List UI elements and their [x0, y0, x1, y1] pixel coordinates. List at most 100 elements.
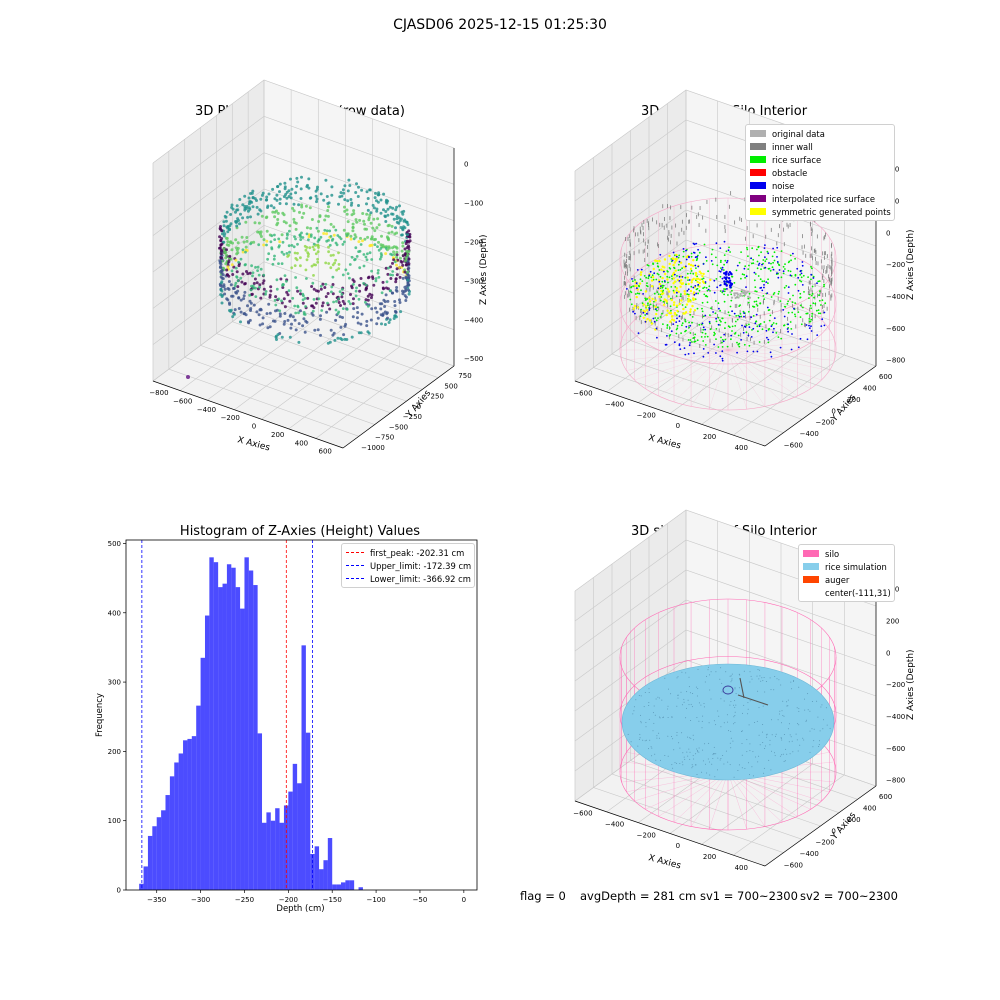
rice-simulation-point	[790, 681, 792, 683]
noise-point	[787, 292, 790, 294]
rice-surface-point	[748, 323, 750, 326]
raw-point	[267, 302, 271, 306]
p1-grid-z	[152, 115, 455, 200]
y-tick-label: 0	[831, 407, 835, 415]
raw-point	[278, 240, 282, 244]
rice-surface-point	[657, 273, 660, 276]
noise-point	[635, 282, 638, 285]
z-tick-label: −100	[464, 200, 483, 208]
rice-surface-point	[686, 272, 689, 275]
rice-surface-point	[708, 322, 711, 325]
rice-surface-point	[679, 268, 682, 271]
noise-point	[678, 344, 681, 347]
noise-point	[763, 247, 766, 250]
rice-simulation-point	[793, 680, 795, 682]
rice-surface-point	[817, 280, 820, 283]
rice-surface-point	[794, 315, 797, 318]
raw-point	[348, 184, 352, 187]
x-tick-label: −400	[197, 406, 216, 414]
raw-point	[276, 218, 280, 221]
legend-swatch	[803, 563, 819, 570]
noise-point	[657, 287, 660, 290]
noise-point	[653, 320, 656, 323]
raw-point	[285, 196, 289, 200]
noise-point	[787, 323, 789, 326]
legend-entry: first_peak: -202.31 cm	[346, 546, 470, 559]
symmetric-point	[693, 309, 697, 312]
rice-simulation-point	[708, 722, 710, 724]
noise-point	[678, 343, 681, 345]
noise-point	[787, 286, 790, 288]
raw-point	[362, 282, 365, 285]
raw-point	[378, 302, 382, 306]
noise-point	[712, 311, 714, 313]
noise-point	[707, 288, 710, 291]
raw-point	[234, 238, 238, 242]
raw-point	[369, 221, 373, 225]
noise-point	[823, 324, 826, 327]
histogram-bar	[279, 822, 284, 890]
raw-point	[291, 296, 295, 300]
legend-label: center(-111,31)	[825, 587, 891, 598]
raw-point	[289, 177, 292, 181]
symmetric-point	[676, 278, 679, 282]
raw-point	[347, 300, 351, 303]
rice-surface-point	[802, 274, 805, 277]
histogram-bar	[349, 880, 355, 890]
legend-label: original data	[772, 128, 825, 139]
raw-point	[218, 259, 222, 263]
raw-point	[399, 310, 403, 314]
rice-surface-point	[753, 300, 756, 303]
raw-point	[294, 328, 298, 332]
rice-surface-point	[720, 336, 722, 339]
rice-simulation-point	[697, 668, 699, 670]
symmetric-point	[689, 267, 693, 271]
noise-point	[687, 353, 690, 355]
original-point	[741, 291, 744, 294]
legend-label: symmetric generated points	[772, 206, 891, 217]
rice-simulation-point	[819, 740, 820, 742]
raw-point	[327, 250, 330, 254]
raw-point	[331, 283, 335, 286]
raw-point	[275, 209, 278, 213]
raw-point	[262, 273, 266, 277]
raw-point	[246, 215, 250, 219]
raw-point	[300, 175, 303, 179]
raw-point	[264, 292, 267, 296]
raw-point	[362, 253, 366, 256]
raw-point	[379, 211, 383, 215]
raw-point	[386, 199, 390, 203]
raw-point	[278, 202, 282, 205]
raw-point	[310, 304, 314, 308]
rice-surface-point	[682, 255, 685, 258]
p2-x-axis-line	[574, 380, 766, 447]
raw-point	[350, 284, 354, 288]
histogram-bar	[336, 884, 341, 890]
rice-simulation-point	[749, 750, 751, 752]
raw-point	[287, 189, 291, 193]
raw-point	[237, 307, 241, 310]
rice-surface-point	[762, 259, 765, 261]
raw-point	[388, 205, 392, 209]
p2-silo-spoke	[727, 349, 811, 389]
rice-simulation-point	[797, 750, 799, 752]
raw-point	[342, 228, 346, 232]
raw-point	[262, 287, 266, 291]
noise-point	[726, 260, 729, 262]
rice-surface-point	[690, 252, 693, 255]
raw-point	[384, 252, 388, 256]
raw-point	[349, 237, 353, 241]
raw-point	[395, 231, 399, 235]
noise-point	[723, 276, 726, 279]
raw-point	[316, 250, 320, 254]
legend-swatch	[803, 550, 819, 557]
raw-point	[319, 192, 323, 196]
histogram-bar	[187, 738, 192, 890]
raw-point	[235, 224, 239, 228]
rice-simulation-point	[654, 714, 656, 716]
raw-point	[246, 320, 250, 324]
rice-simulation-point	[677, 697, 679, 699]
noise-point	[666, 335, 668, 337]
raw-point	[349, 234, 353, 238]
raw-point	[224, 256, 228, 260]
